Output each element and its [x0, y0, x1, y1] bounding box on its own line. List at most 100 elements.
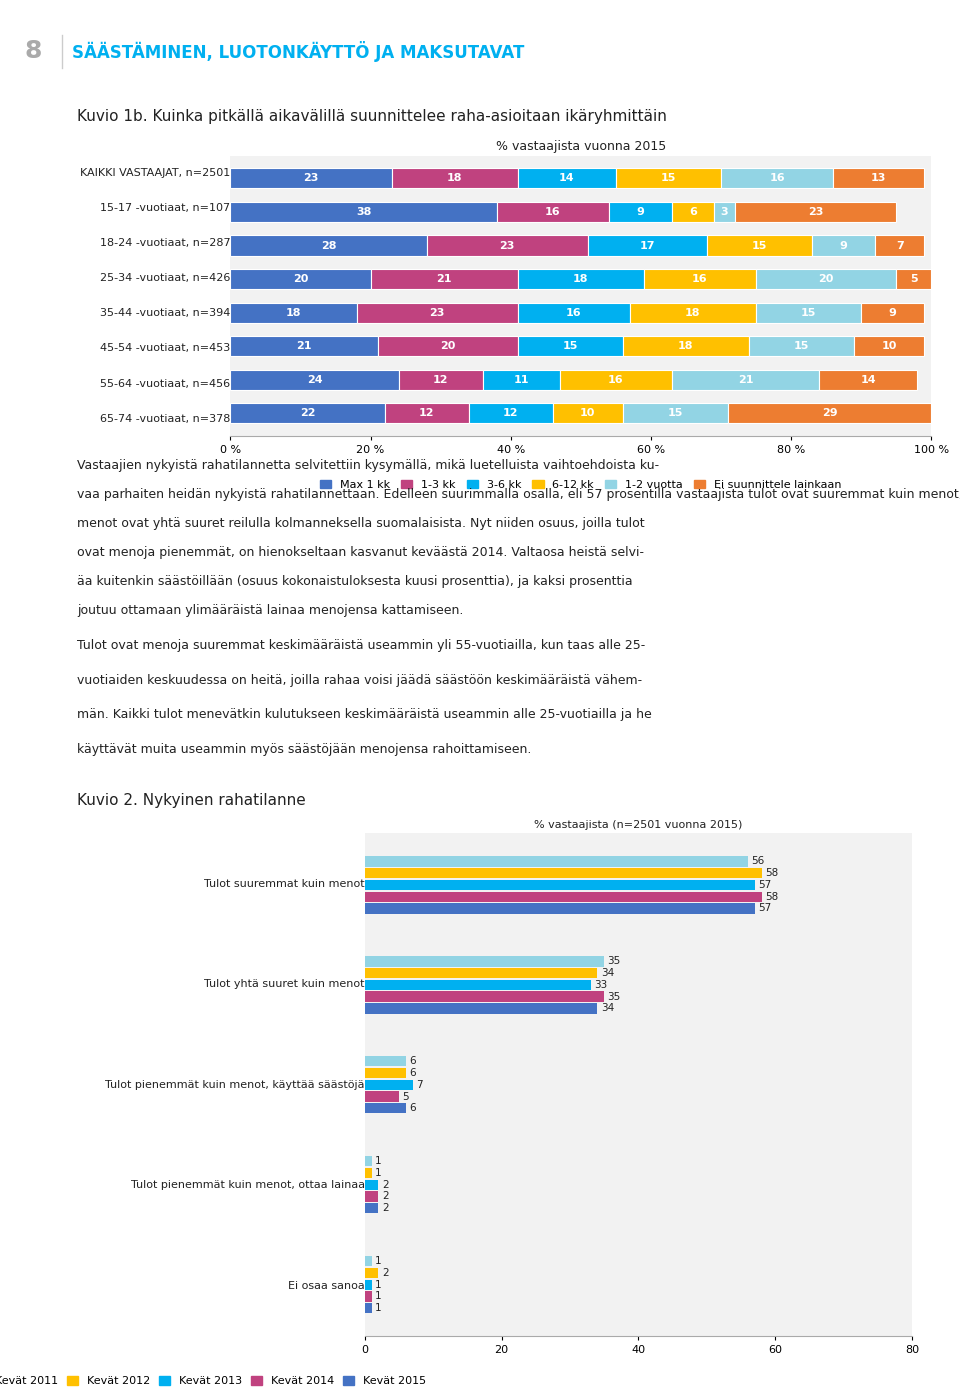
Text: 20: 20: [440, 342, 455, 351]
Bar: [609, 201, 672, 222]
Text: 15: 15: [563, 342, 578, 351]
Bar: [707, 236, 812, 256]
Bar: [365, 1292, 372, 1301]
Text: äa kuitenkin säästöillään (osuus kokonaistuloksesta kuusi prosenttia), ja kaksi : äa kuitenkin säästöillään (osuus kokonai…: [77, 575, 633, 588]
Bar: [365, 979, 590, 990]
Bar: [756, 269, 897, 289]
Bar: [365, 1056, 406, 1067]
Text: 65-74 -vuotiaat, n=378: 65-74 -vuotiaat, n=378: [100, 414, 230, 424]
Bar: [365, 968, 597, 978]
Text: 16: 16: [692, 274, 708, 285]
Text: 5: 5: [910, 274, 918, 285]
Bar: [365, 903, 755, 914]
Text: 1: 1: [375, 1256, 382, 1267]
Bar: [728, 403, 931, 424]
Bar: [365, 1268, 378, 1278]
Text: 18: 18: [286, 307, 301, 318]
Text: 24: 24: [306, 375, 323, 385]
Text: 58: 58: [765, 868, 779, 878]
Bar: [365, 956, 604, 967]
Text: 16: 16: [769, 174, 785, 183]
Bar: [365, 892, 761, 901]
Text: 23: 23: [499, 240, 515, 250]
Bar: [230, 201, 496, 222]
Text: 23: 23: [429, 307, 444, 318]
Text: 21: 21: [437, 274, 452, 285]
Text: 2: 2: [382, 1179, 389, 1190]
Text: 14: 14: [860, 375, 876, 385]
Text: Tulot ovat menoja suuremmat keskimääräistä useammin yli 55-vuotiailla, kun taas : Tulot ovat menoja suuremmat keskimääräis…: [77, 639, 645, 651]
Bar: [365, 1068, 406, 1078]
Text: 2: 2: [382, 1203, 389, 1213]
Text: 18: 18: [685, 307, 701, 318]
Bar: [483, 369, 560, 390]
Text: 15: 15: [668, 408, 684, 418]
Text: 9: 9: [840, 240, 848, 250]
Bar: [365, 992, 604, 1001]
Bar: [672, 201, 714, 222]
Text: 7: 7: [896, 240, 903, 250]
Text: 7: 7: [416, 1079, 422, 1090]
Text: Vastaajien nykyistä rahatilannetta selvitettiin kysymällä, mikä luetelluista vai: Vastaajien nykyistä rahatilannetta selvi…: [77, 460, 659, 472]
Bar: [385, 403, 468, 424]
Text: vaa parhaiten heidän nykyistä rahatilannettaan. Edelleen suurimmalla osalla, eli: vaa parhaiten heidän nykyistä rahatilann…: [77, 489, 960, 501]
Bar: [365, 1192, 378, 1201]
Text: 22: 22: [300, 408, 315, 418]
Text: 6: 6: [409, 1103, 416, 1114]
Text: 35: 35: [608, 957, 621, 967]
Bar: [230, 269, 371, 289]
Text: 15: 15: [660, 174, 676, 183]
Text: 16: 16: [566, 307, 582, 318]
Text: 9: 9: [889, 307, 897, 318]
Bar: [517, 269, 644, 289]
Bar: [517, 168, 616, 189]
Bar: [365, 1103, 406, 1114]
Text: Tulot pienemmät kuin menot, käyttää säästöjä: Tulot pienemmät kuin menot, käyttää sääs…: [106, 1079, 365, 1090]
Bar: [377, 336, 517, 356]
Bar: [365, 1079, 413, 1090]
Bar: [365, 1279, 372, 1290]
Text: 1: 1: [375, 1156, 382, 1167]
Text: 57: 57: [758, 881, 771, 890]
Bar: [496, 201, 609, 222]
Text: 2: 2: [382, 1268, 389, 1278]
Text: 2: 2: [382, 1192, 389, 1201]
Bar: [854, 336, 924, 356]
Text: 1: 1: [375, 1279, 382, 1289]
Bar: [426, 236, 588, 256]
Text: 9: 9: [636, 207, 644, 217]
Text: 57: 57: [758, 903, 771, 914]
Bar: [876, 236, 924, 256]
Bar: [756, 303, 861, 322]
Text: KAIKKI VASTAAJAT, n=2501: KAIKKI VASTAAJAT, n=2501: [80, 168, 230, 178]
Text: 21: 21: [737, 375, 754, 385]
Text: 1: 1: [375, 1168, 382, 1178]
Text: 34: 34: [601, 1003, 614, 1014]
Bar: [468, 403, 553, 424]
Bar: [588, 236, 707, 256]
Text: 6: 6: [689, 207, 697, 217]
Text: 10: 10: [580, 408, 595, 418]
Text: 1: 1: [375, 1303, 382, 1313]
Bar: [517, 303, 630, 322]
Text: 15-17 -vuotiaat, n=107: 15-17 -vuotiaat, n=107: [100, 203, 230, 213]
Bar: [672, 369, 819, 390]
Legend: Max 1 kk, 1-3 kk, 3-6 kk, 6-12 kk, 1-2 vuotta, Ei suunnittele lainkaan: Max 1 kk, 1-3 kk, 3-6 kk, 6-12 kk, 1-2 v…: [316, 475, 846, 494]
Text: 12: 12: [419, 408, 434, 418]
Text: 15: 15: [794, 342, 809, 351]
Bar: [623, 336, 749, 356]
Bar: [749, 336, 854, 356]
Bar: [714, 201, 735, 222]
Text: 12: 12: [433, 375, 448, 385]
Bar: [560, 369, 672, 390]
Bar: [230, 303, 356, 322]
Text: 10: 10: [881, 342, 897, 351]
Text: 16: 16: [608, 375, 624, 385]
Bar: [623, 403, 728, 424]
Text: 20: 20: [818, 274, 834, 285]
Text: 8: 8: [24, 39, 41, 64]
Text: 6: 6: [409, 1068, 416, 1078]
Text: 20: 20: [293, 274, 308, 285]
Text: 56: 56: [752, 857, 764, 867]
Text: 13: 13: [871, 174, 886, 183]
